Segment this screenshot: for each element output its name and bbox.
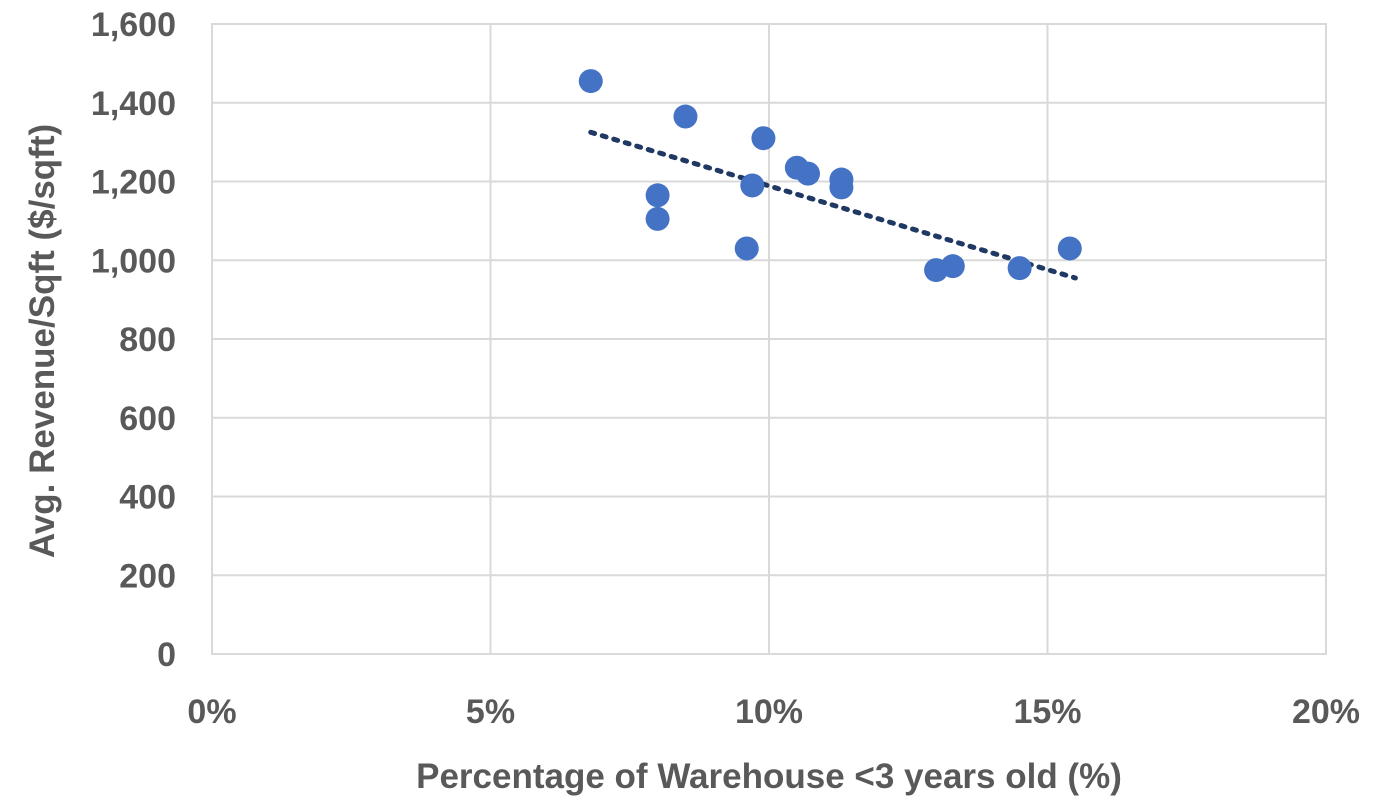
- scatter-point: [1007, 256, 1032, 281]
- scatter-point: [645, 183, 670, 208]
- y-tick-label: 0: [157, 636, 176, 674]
- y-tick-label: 1,400: [91, 85, 176, 123]
- scatter-point: [1057, 236, 1082, 261]
- scatter-point: [940, 254, 965, 279]
- y-tick-label: 1,600: [91, 6, 176, 44]
- plot-area-border: [211, 23, 1327, 655]
- y-tick-label: 1,200: [91, 164, 176, 202]
- scatter-point: [578, 69, 603, 94]
- x-tick-label: 20%: [1292, 693, 1360, 731]
- x-tick-label: 15%: [1013, 693, 1081, 731]
- y-tick-label: 1,000: [91, 242, 176, 280]
- y-tick-label: 600: [119, 400, 176, 438]
- scatter-point: [645, 206, 670, 231]
- trendline: [588, 129, 1078, 281]
- scatter-point: [795, 161, 820, 186]
- x-tick-label: 10%: [735, 693, 803, 731]
- scatter-point: [829, 175, 854, 200]
- x-axis-title: Percentage of Warehouse <3 years old (%): [416, 757, 1122, 796]
- scatter-point: [751, 126, 776, 151]
- x-tick-label: 5%: [466, 693, 515, 731]
- y-tick-label: 200: [119, 557, 176, 595]
- y-axis-title: Avg. Revenue/Sqft ($/sqft): [23, 124, 62, 558]
- data-points: [578, 69, 1082, 283]
- y-axis-tick-labels: 0 200 400 600 800 1,000 1,200 1,400 1,600: [91, 6, 176, 674]
- x-axis-tick-labels: 0% 5% 10% 15% 20%: [187, 693, 1360, 731]
- scatter-point: [673, 104, 698, 129]
- y-tick-label: 400: [119, 479, 176, 517]
- scatter-point: [740, 173, 765, 198]
- scatter-point: [734, 236, 759, 261]
- x-tick-label: 0%: [187, 693, 236, 731]
- y-tick-label: 800: [119, 321, 176, 359]
